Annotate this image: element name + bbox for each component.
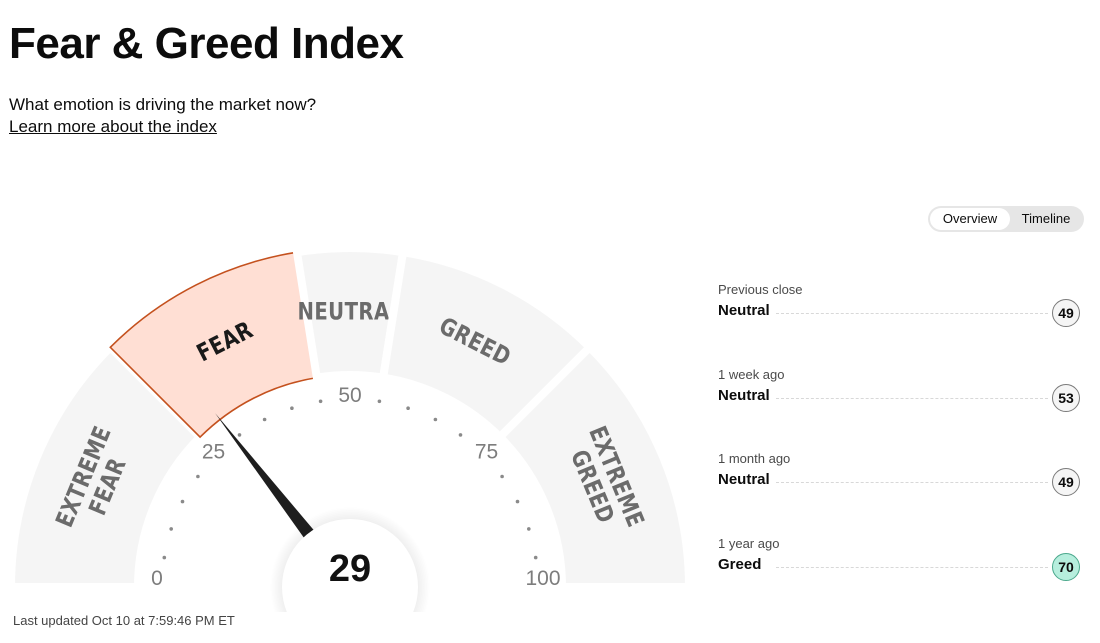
learn-more-link[interactable]: Learn more about the index: [9, 117, 217, 136]
gauge-hub: 29: [270, 507, 430, 612]
gauge-zone-label-line: NEUTRAL: [297, 299, 402, 326]
history-period: 1 month ago: [718, 451, 791, 466]
gauge-tick: [515, 499, 520, 504]
history-item-previous-close: Previous close Neutral 49: [718, 283, 1084, 368]
gauge-zone-label-neutral: NEUTRAL: [297, 299, 402, 326]
gauge-scale-labels: 0 25 50 75 100: [151, 384, 560, 590]
timeline-tab[interactable]: Timeline: [1021, 211, 1071, 226]
gauge-tick: [169, 527, 173, 531]
history-rating: Neutral: [718, 302, 770, 319]
overview-tab[interactable]: Overview: [930, 208, 1010, 230]
gauge-tick: [433, 417, 438, 422]
gauge-tick: [458, 433, 463, 437]
gauge-tick: [196, 474, 200, 479]
history-item-1-month-ago: 1 month ago Neutral 49: [718, 452, 1084, 537]
page-title: Fear & Greed Index: [9, 19, 404, 68]
gauge-tick: [180, 499, 185, 504]
history-divider: [776, 566, 1048, 568]
history-divider: [776, 313, 1048, 314]
history-rating: Greed: [718, 555, 762, 573]
history-period: 1 week ago: [718, 366, 785, 382]
gauge-tick: [406, 406, 410, 410]
gauge-tick: [377, 399, 382, 404]
scale-label-0: 0: [151, 567, 163, 590]
history-divider: [776, 482, 1048, 483]
history-value-badge: 49: [1052, 299, 1080, 327]
gauge-tick: [237, 433, 242, 437]
history-rating: Neutral: [718, 386, 770, 404]
history-rating: Neutral: [718, 471, 770, 488]
history-item-1-year-ago: 1 year ago Greed 70: [718, 535, 1084, 622]
history-item-1-week-ago: 1 week ago Neutral 53: [718, 366, 1084, 453]
scale-label-50: 50: [338, 384, 361, 407]
gauge-value: 29: [329, 548, 371, 590]
history-value-badge: 53: [1052, 383, 1080, 412]
history-divider: [776, 397, 1048, 399]
page-subtitle: What emotion is driving the market now?: [9, 95, 317, 114]
gauge-zone-fear: FEAR: [109, 251, 318, 439]
gauge-zone-shape-extreme-greed: [494, 341, 694, 591]
gauge-tick: [527, 527, 531, 531]
gauge-tick: [318, 399, 323, 404]
history-period: 1 year ago: [718, 535, 780, 551]
gauge-tick: [162, 555, 167, 560]
scale-label-75: 75: [475, 441, 498, 464]
gauge-zone-extreme-fear: EXTREMEFEAR: [6, 341, 206, 591]
historical-readings: Previous close Neutral 49 1 week ago Neu…: [718, 283, 1084, 621]
view-toggle: Overview Timeline: [928, 206, 1084, 232]
history-value-badge: 70: [1052, 552, 1080, 581]
gauge-tick: [500, 474, 504, 479]
gauge-tick: [290, 406, 294, 410]
gauge-tick: [533, 555, 538, 560]
history-period: Previous close: [718, 282, 803, 297]
scale-label-100: 100: [525, 567, 560, 590]
gauge-zone-greed: GREED: [378, 247, 596, 443]
history-value-badge: 49: [1052, 468, 1080, 496]
gauge-zone-extreme-greed: EXTREMEGREED: [494, 341, 694, 591]
fear-greed-gauge: EXTREMEFEARFEARNEUTRALGREEDEXTREMEGREED …: [6, 244, 694, 612]
scale-label-25: 25: [202, 441, 225, 464]
last-updated-text: Last updated Oct 10 at 7:59:46 PM ET: [13, 613, 235, 628]
gauge-ticks: [162, 399, 538, 560]
gauge-tick: [262, 417, 267, 422]
